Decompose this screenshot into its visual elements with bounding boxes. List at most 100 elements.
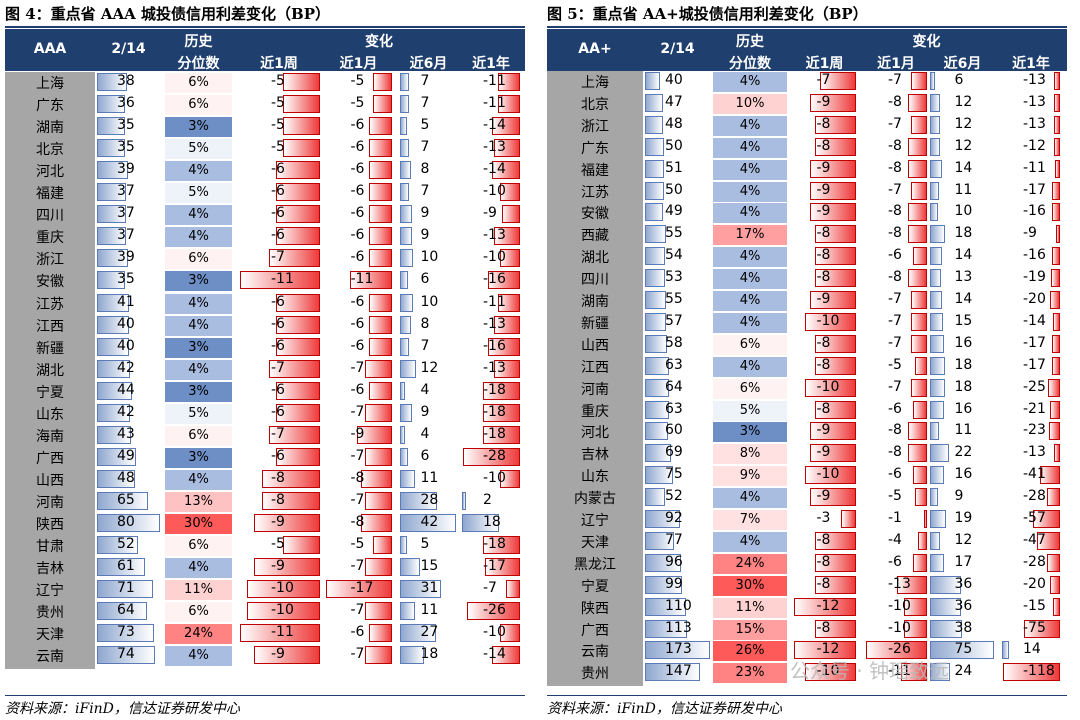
percentile-cell: 6% bbox=[713, 334, 787, 355]
spread-bar bbox=[97, 469, 135, 488]
change-value-m1: -7 bbox=[350, 646, 365, 663]
change-bar-w1 bbox=[268, 359, 320, 378]
change-bar-y1 bbox=[487, 337, 520, 356]
change-value-m6: 22 bbox=[954, 444, 973, 461]
change-bar-w1 bbox=[814, 575, 856, 594]
change-value-m6: 14 bbox=[954, 247, 973, 264]
change-bar-w1 bbox=[814, 356, 856, 375]
percentile-cell: 4% bbox=[165, 469, 232, 490]
percentile-cell: 3% bbox=[165, 117, 232, 138]
change-bar-y1 bbox=[499, 469, 520, 488]
change-bar-y1 bbox=[1046, 488, 1060, 507]
province-label: 海南 bbox=[36, 428, 64, 445]
table-header: AA+ 2/14 历史 分位数 变化 近1周 近1月 近6月 近1年 bbox=[547, 29, 1067, 72]
change-bar-m6 bbox=[930, 641, 994, 660]
change-value-y1: -20 bbox=[1023, 575, 1046, 592]
change-value-m1: -6 bbox=[350, 117, 365, 134]
change-value-m6: 18 bbox=[954, 356, 973, 373]
change-bar-y1 bbox=[1051, 334, 1060, 353]
change-value-m6: 12 bbox=[420, 359, 439, 376]
change-value-y1: -47 bbox=[1023, 531, 1046, 548]
change-bar-w1 bbox=[268, 249, 320, 268]
spread-bar bbox=[645, 510, 680, 528]
change-bar-m6 bbox=[930, 378, 946, 397]
change-value-m1: -10 bbox=[888, 597, 911, 614]
change-value-y1: -16 bbox=[483, 271, 506, 288]
change-value-m1: -6 bbox=[350, 249, 365, 266]
change-bar-y1 bbox=[487, 271, 520, 290]
change-bar-m1 bbox=[364, 359, 392, 378]
change-bar-m1 bbox=[910, 378, 927, 397]
change-bar-y1 bbox=[1046, 553, 1060, 572]
change-bar-m1 bbox=[912, 247, 927, 266]
change-value-w1: -8 bbox=[816, 531, 831, 548]
change-bar-w1 bbox=[814, 225, 856, 244]
spread-bar bbox=[97, 161, 128, 180]
change-bar-y1 bbox=[499, 249, 520, 268]
change-bar-m1 bbox=[910, 291, 927, 309]
change-value-m1: -6 bbox=[350, 161, 365, 178]
change-value-m1: -7 bbox=[350, 447, 365, 464]
change-value-m6: 28 bbox=[420, 491, 439, 508]
change-bar-m1 bbox=[912, 400, 927, 419]
header-m6: 近6月 bbox=[943, 56, 982, 72]
change-value-m6: 16 bbox=[954, 466, 973, 483]
change-value-m1: -7 bbox=[350, 403, 365, 420]
change-bar-y1 bbox=[499, 624, 520, 643]
spread-bar bbox=[645, 553, 682, 572]
header-m1: 近1月 bbox=[877, 56, 915, 72]
change-bar-m1 bbox=[368, 315, 392, 334]
change-value-m1: -8 bbox=[888, 93, 902, 110]
percentile-cell: 24% bbox=[713, 553, 787, 574]
change-bar-m1 bbox=[917, 531, 927, 550]
change-bar-w1 bbox=[283, 117, 320, 136]
spread-value: 38 bbox=[117, 73, 135, 89]
change-bar-m6 bbox=[400, 73, 410, 91]
change-value-w1: -8 bbox=[816, 269, 831, 286]
spread-bar bbox=[97, 491, 149, 510]
change-bar-m1 bbox=[368, 139, 392, 158]
spread-bar bbox=[97, 624, 155, 643]
spread-value: 60 bbox=[665, 422, 683, 439]
province-label: 云南 bbox=[36, 649, 64, 666]
change-bar-w1 bbox=[283, 95, 320, 114]
percentile-cell: 3% bbox=[165, 381, 232, 402]
change-bar-m1 bbox=[924, 510, 927, 528]
spread-bar bbox=[97, 337, 129, 356]
change-bar-m1 bbox=[908, 422, 927, 441]
change-value-m6: 10 bbox=[420, 249, 439, 266]
change-value-y1: -25 bbox=[1023, 378, 1046, 395]
change-bar-m6 bbox=[930, 247, 942, 266]
change-bar-m6 bbox=[400, 514, 456, 532]
province-label: 广西 bbox=[36, 450, 64, 467]
change-bar-m1 bbox=[368, 161, 392, 180]
change-value-m6: 7 bbox=[420, 183, 430, 200]
change-bar-y1 bbox=[497, 293, 520, 312]
percentile-cell: 6% bbox=[165, 95, 232, 116]
spread-bar bbox=[645, 619, 688, 638]
change-value-w1: -10 bbox=[271, 580, 294, 597]
change-bar-m1 bbox=[372, 536, 392, 555]
spread-value: 40 bbox=[117, 337, 135, 354]
change-value-m6: 9 bbox=[420, 205, 430, 222]
spread-value: 74 bbox=[117, 646, 135, 663]
change-bar-y1 bbox=[1051, 181, 1060, 200]
spread-value: 50 bbox=[665, 137, 683, 154]
percentile-cell: 30% bbox=[165, 514, 232, 534]
spread-value: 69 bbox=[665, 444, 683, 461]
header-y1: 近1年 bbox=[472, 56, 510, 72]
spread-value: 64 bbox=[117, 602, 135, 619]
change-value-m1: -8 bbox=[888, 269, 902, 286]
table-bottom-line bbox=[5, 695, 525, 696]
change-value-m1: -6 bbox=[350, 337, 365, 354]
change-value-y1: -16 bbox=[1023, 247, 1046, 264]
change-value-w1: -8 bbox=[816, 225, 831, 242]
spread-value: 37 bbox=[117, 183, 135, 200]
change-value-m6: 75 bbox=[954, 641, 973, 658]
change-bar-y1 bbox=[1054, 159, 1060, 178]
change-bar-y1 bbox=[1053, 312, 1060, 331]
change-bar-w1 bbox=[809, 93, 856, 112]
province-label: 四川 bbox=[581, 272, 609, 289]
change-bar-w1 bbox=[809, 444, 856, 463]
spread-value: 57 bbox=[665, 312, 683, 329]
